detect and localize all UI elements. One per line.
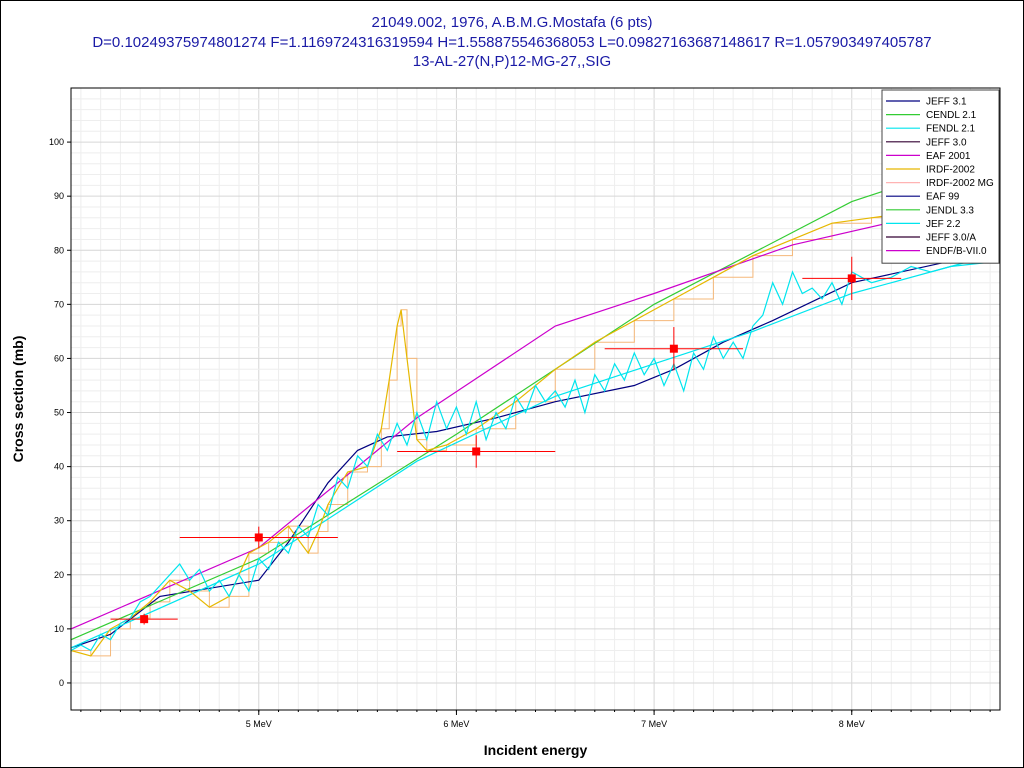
legend-label: ENDF/B-VII.0 — [926, 246, 987, 257]
data-point-marker — [472, 447, 481, 456]
data-point — [179, 526, 338, 549]
y-tick-label: 70 — [54, 299, 64, 309]
x-tick-label: 8 MeV — [839, 719, 865, 729]
x-tick-label: 7 MeV — [641, 719, 667, 729]
y-tick-label: 20 — [54, 570, 64, 580]
x-axis-label: Incident energy — [484, 742, 588, 758]
data-point-marker — [254, 533, 263, 542]
experimental-points — [110, 256, 902, 625]
y-axis-label: Cross section (mb) — [10, 336, 26, 463]
data-point — [604, 327, 744, 371]
legend[interactable]: JEFF 3.1 CENDL 2.1 FENDL 2.1 JEFF 3.0 EAF 20… — [881, 89, 1000, 264]
curve-fendl-2-1 — [70, 260, 971, 652]
grid — [71, 88, 1000, 710]
y-tick-label: 80 — [54, 245, 64, 255]
legend-label: JEF 2.2 — [926, 219, 961, 230]
y-tick-label: 50 — [54, 408, 64, 418]
chart-parameters: D=0.10249375974801274 F=1.11697243163195… — [92, 34, 932, 51]
y-tick-label: 90 — [54, 191, 64, 201]
legend-label: JEFF 3.0 — [926, 137, 967, 148]
legend-label: EAF 99 — [926, 192, 960, 203]
axis-ticks: 5 MeV 6 MeV 7 MeV 8 MeV 0 10 20 30 40 50 60 70 80 90 1… — [49, 137, 991, 729]
curve-irdf-2002 — [70, 206, 951, 657]
curve-jef-2-2 — [70, 260, 1001, 649]
legend-label: JEFF 3.1 — [926, 97, 967, 108]
legend-label: IRDF-2002 MG — [926, 178, 994, 189]
y-tick-label: 60 — [54, 353, 64, 363]
legend-box — [881, 89, 1000, 264]
y-tick-label: 0 — [59, 678, 64, 688]
data-point-marker — [847, 274, 856, 283]
data-point-marker — [140, 615, 149, 624]
y-tick-label: 40 — [54, 462, 64, 472]
y-tick-label: 100 — [49, 137, 64, 147]
data-point — [397, 435, 556, 468]
chart-reaction: 13-AL-27(N,P)12-MG-27,,SIG — [412, 53, 612, 70]
data-point — [110, 613, 178, 625]
y-tick-label: 10 — [54, 624, 64, 634]
y-tick-label: 30 — [54, 516, 64, 526]
data-point — [802, 256, 902, 301]
legend-label: IRDF-2002 — [926, 165, 975, 176]
legend-label: JEFF 3.0/A — [926, 233, 976, 244]
legend-label: JENDL 3.3 — [926, 205, 974, 216]
curve-jeff-3-1 — [70, 255, 1001, 649]
legend-label: FENDL 2.1 — [926, 124, 976, 135]
data-point-marker — [669, 344, 678, 353]
chart-title: 21049.002, 1976, A.B.M.G.Mostafa (6 pts) — [371, 14, 653, 31]
legend-label: EAF 2001 — [926, 151, 971, 162]
legend-label: CENDL 2.1 — [926, 110, 977, 121]
x-tick-label: 6 MeV — [443, 719, 469, 729]
x-tick-label: 5 MeV — [246, 719, 272, 729]
